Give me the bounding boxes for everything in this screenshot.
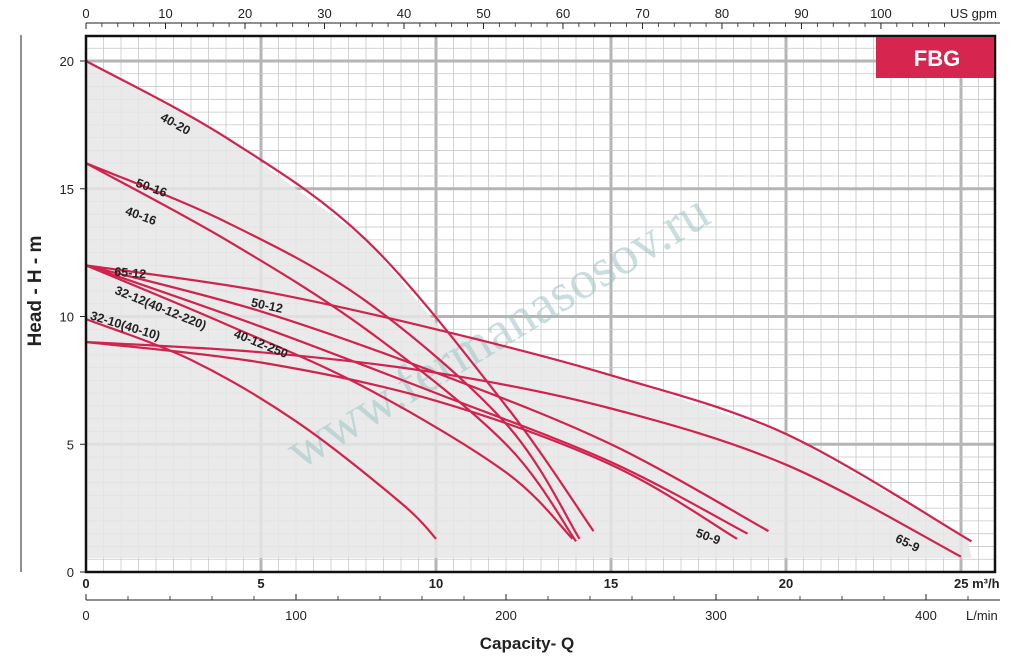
x-tick-label-usgpm: 0 bbox=[82, 6, 89, 21]
x-tick-label-usgpm: 80 bbox=[715, 6, 729, 21]
x-tick-label-lmin: 400 bbox=[915, 608, 937, 623]
x-axis-title: Capacity- Q bbox=[480, 634, 574, 653]
curve-label-50-12: 50-12 bbox=[250, 296, 284, 316]
x-tick-label-lmin-unit: L/min bbox=[966, 608, 998, 623]
curve-65-12 bbox=[85, 264, 973, 543]
y-tick-label: 0 bbox=[67, 565, 74, 580]
y-tick-label: 20 bbox=[60, 54, 74, 69]
badge: FBG bbox=[876, 37, 994, 78]
y-tick-label: 15 bbox=[60, 182, 74, 197]
x-tick-label-usgpm: 10 bbox=[158, 6, 172, 21]
x-tick-label-m3h: 25 m³/h bbox=[954, 576, 1000, 591]
x-tick-label-m3h: 5 bbox=[257, 576, 264, 591]
x-tick-label-usgpm: 20 bbox=[238, 6, 252, 21]
x-tick-label-lmin: 100 bbox=[285, 608, 307, 623]
y-axis-ticks: 0 5 10 15 20 bbox=[60, 54, 86, 580]
curve-32-10-40-10- bbox=[85, 318, 437, 540]
x-axis-lmin: 0 100 200 300 400 L/min bbox=[82, 594, 1000, 623]
y-tick-label: 5 bbox=[67, 437, 74, 452]
badge-box bbox=[876, 37, 994, 78]
operating-range-shade bbox=[86, 61, 972, 558]
curve-50-9 bbox=[85, 340, 738, 540]
x-tick-label-usgpm: 60 bbox=[556, 6, 570, 21]
curve-32-12-40-12-220- bbox=[85, 264, 574, 540]
curve-65-9 bbox=[85, 340, 962, 558]
x-tick-label-usgpm: 90 bbox=[794, 6, 808, 21]
plot-frame bbox=[84, 34, 997, 574]
x-tick-label-lmin: 0 bbox=[82, 608, 89, 623]
y-tick-label: 10 bbox=[60, 310, 74, 325]
x-tick-label-lmin: 200 bbox=[495, 608, 517, 623]
curve-40-16 bbox=[85, 162, 577, 542]
x-axis-ticks-m3h: 0 5 10 15 20 25 m³/h bbox=[82, 576, 999, 591]
shaded-region bbox=[86, 61, 972, 558]
x-tick-label-usgpm: 40 bbox=[397, 6, 411, 21]
curve-40-12-250 bbox=[85, 264, 749, 535]
y-axis-title: Head - H - m bbox=[25, 236, 46, 347]
curve-40-20 bbox=[85, 60, 595, 532]
badge-label: FBG bbox=[914, 46, 960, 71]
x-tick-label-usgpm: 100 bbox=[870, 6, 892, 21]
x-tick-label-m3h: 15 bbox=[604, 576, 618, 591]
x-tick-label-usgpm: 70 bbox=[635, 6, 649, 21]
curve-label-65-12: 65-12 bbox=[114, 265, 147, 282]
curve-50-16 bbox=[85, 162, 581, 540]
top-axis-usgpm: 0 10 20 30 40 50 60 70 80 90 100 US gpm bbox=[82, 6, 1000, 29]
x-tick-label-lmin: 300 bbox=[705, 608, 727, 623]
x-tick-label-m3h: 20 bbox=[779, 576, 793, 591]
pump-curves bbox=[85, 60, 973, 558]
x-tick-label-usgpm: 50 bbox=[476, 6, 490, 21]
x-tick-label-usgpm: 30 bbox=[317, 6, 331, 21]
x-tick-label-m3h: 10 bbox=[429, 576, 443, 591]
x-tick-label-usgpm-unit: US gpm bbox=[950, 6, 997, 21]
x-tick-label-m3h: 0 bbox=[82, 576, 89, 591]
